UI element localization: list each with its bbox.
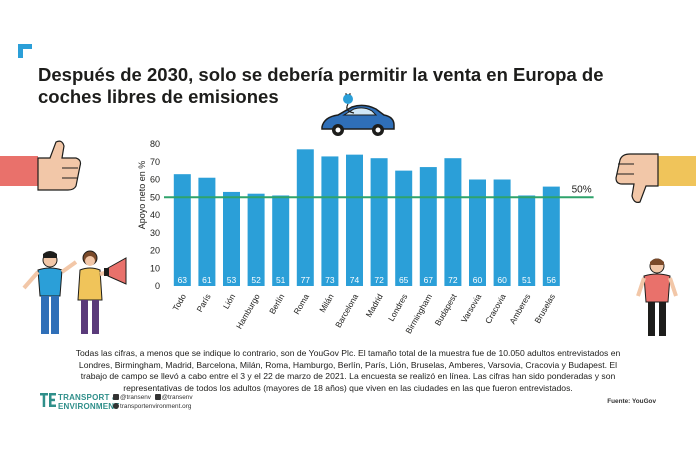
website-link[interactable]: transportenvironment.org	[120, 403, 192, 410]
y-axis-label: Apoyo neto en %	[137, 161, 147, 230]
bar	[444, 158, 462, 286]
brand-line-1: TRANSPORT &	[58, 393, 118, 402]
bar	[321, 156, 339, 286]
x-tick-label: París	[194, 292, 212, 314]
bar	[370, 158, 388, 286]
bar	[518, 195, 536, 286]
bar-value-label: 72	[374, 275, 384, 285]
x-tick-label: Roma	[291, 292, 311, 317]
bar-value-label: 63	[178, 275, 188, 285]
bar-value-label: 60	[473, 275, 483, 285]
social-links: @transenv @transenv transportenvironment…	[113, 393, 193, 411]
bar	[247, 193, 265, 286]
facebook-handle[interactable]: @transenv	[161, 394, 193, 401]
bar-value-label: 60	[497, 275, 507, 285]
x-tick-label: Londres	[386, 292, 410, 323]
twitter-handle[interactable]: @transenv	[120, 394, 151, 401]
bar-value-label: 65	[399, 275, 409, 285]
y-tick-label: 0	[155, 281, 160, 291]
methodology-notes: Todas las cifras, a menos que se indique…	[75, 348, 621, 393]
bar-value-label: 74	[350, 275, 360, 285]
y-tick-label: 50	[150, 192, 160, 202]
x-tick-label: Cracovia	[483, 292, 508, 326]
y-tick-label: 10	[150, 263, 160, 273]
bar-value-label: 51	[276, 275, 286, 285]
source-note: Fuente: YouGov	[607, 398, 656, 405]
y-tick-label: 70	[150, 157, 160, 167]
thumbs-down-icon	[615, 153, 696, 203]
bar-value-label: 61	[202, 275, 212, 285]
bar-value-label: 77	[301, 275, 311, 285]
x-tick-label: Varsovia	[459, 292, 484, 325]
x-tick-label: Barcelona	[333, 292, 361, 330]
x-tick-label: Todo	[170, 292, 188, 313]
x-tick-label: Hamburgo	[234, 292, 262, 331]
bar-value-label: 51	[522, 275, 532, 285]
brand-name: TRANSPORT & ENVIRONMENT	[58, 393, 119, 411]
electric-car-icon	[321, 93, 395, 136]
x-tick-label: Berlín	[267, 292, 287, 316]
bar-value-label: 52	[251, 275, 261, 285]
bar	[296, 149, 314, 286]
person-right-illustration	[636, 258, 678, 336]
globe-icon	[113, 403, 119, 409]
bar-value-label: 73	[325, 275, 335, 285]
transport-environment-logo-icon	[40, 393, 56, 407]
y-tick-label: 60	[150, 175, 160, 185]
bar	[173, 174, 191, 286]
x-tick-label: Milán	[317, 292, 336, 315]
bar	[395, 170, 413, 286]
thumbs-up-icon	[0, 140, 82, 191]
bar	[346, 154, 363, 286]
bar	[272, 195, 290, 286]
facebook-icon	[154, 394, 161, 400]
y-tick-label: 80	[150, 139, 160, 149]
bar	[223, 191, 240, 286]
bar	[542, 186, 560, 286]
bar	[198, 177, 216, 286]
reference-line-label: 50%	[572, 184, 592, 195]
megaphone-icon	[104, 257, 127, 285]
brand-line-2: ENVIRONMENT	[58, 402, 120, 411]
twitter-icon	[113, 394, 119, 400]
y-tick-label: 20	[150, 246, 160, 256]
corner-bracket-icon	[18, 44, 32, 58]
people-with-megaphone-illustration	[22, 250, 127, 334]
bar-value-label: 67	[424, 275, 434, 285]
bar-value-label: 72	[448, 275, 458, 285]
bar-value-label: 53	[227, 275, 237, 285]
bar	[493, 179, 511, 286]
bar	[469, 179, 486, 286]
bar-value-label: 56	[547, 275, 557, 285]
x-tick-label: Madrid	[363, 292, 385, 319]
chart-title: Después de 2030, solo se debería permiti…	[38, 64, 604, 107]
bar	[419, 167, 437, 286]
x-tick-label: Budapest	[432, 291, 459, 327]
x-tick-label: Lión	[221, 292, 238, 311]
x-tick-label: Amberes	[507, 292, 532, 326]
x-tick-label: Bruselas	[532, 292, 557, 325]
y-tick-label: 40	[150, 210, 160, 220]
y-tick-label: 30	[150, 228, 160, 238]
